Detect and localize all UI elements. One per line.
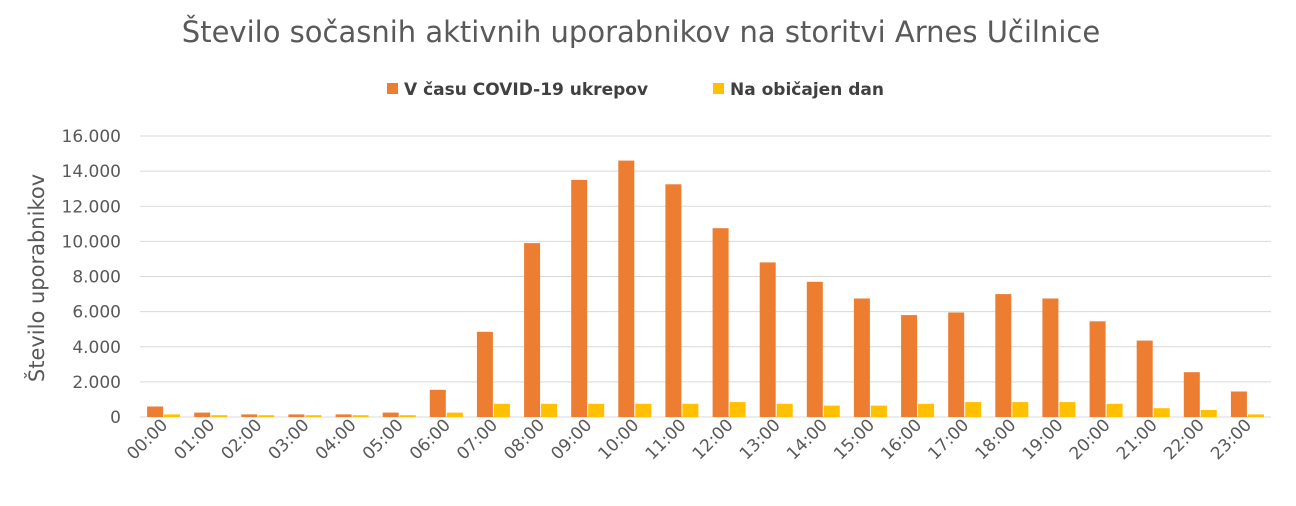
bar-normal [823, 405, 840, 417]
bar-covid [759, 262, 776, 417]
bar-normal [446, 412, 463, 417]
legend-swatch-covid [387, 83, 398, 94]
bar-covid [1042, 298, 1059, 417]
y-tick-label: 16.000 [62, 127, 121, 147]
x-tick-label: 12:00 [689, 415, 738, 464]
bar-normal [541, 403, 558, 417]
bar-covid [524, 243, 541, 417]
bar-normal [1153, 408, 1170, 417]
bar-normal [776, 403, 793, 417]
bars [147, 160, 1264, 417]
bar-covid [665, 184, 682, 417]
bar-normal [493, 403, 510, 417]
x-tick-label: 09:00 [547, 415, 596, 464]
x-tick-label: 16:00 [877, 415, 926, 464]
bar-normal [1247, 414, 1264, 417]
bar-normal [635, 403, 652, 417]
y-tick-label: 10.000 [62, 232, 121, 252]
bar-normal [682, 403, 699, 417]
y-tick-label: 2.000 [72, 373, 121, 393]
x-tick-label: 08:00 [500, 415, 549, 464]
x-tick-label: 07:00 [453, 415, 502, 464]
legend-label-covid: V času COVID-19 ukrepov [404, 80, 648, 100]
bar-normal [1012, 402, 1029, 417]
bar-normal [1106, 403, 1123, 417]
bar-covid [571, 179, 588, 417]
x-tick-label: 22:00 [1160, 415, 1209, 464]
y-tick-label: 14.000 [62, 162, 121, 182]
bar-covid [476, 331, 493, 417]
legend-label-normal: Na običajen dan [730, 80, 884, 100]
bar-covid [241, 414, 258, 417]
y-tick-label: 4.000 [72, 338, 121, 358]
bar-normal [352, 415, 369, 417]
bar-normal [399, 415, 416, 417]
x-tick-label: 05:00 [359, 415, 408, 464]
chart-title: Število sočasnih aktivnih uporabnikov na… [182, 15, 1100, 49]
x-tick-label: 14:00 [783, 415, 832, 464]
bar-covid [1136, 340, 1153, 417]
bar-normal [1200, 410, 1217, 417]
x-tick-label: 10:00 [595, 415, 644, 464]
bar-covid [853, 298, 870, 417]
bar-normal [1059, 402, 1076, 417]
y-tick-label: 0 [110, 408, 121, 428]
y-axis-label: Število uporabnikov [24, 174, 49, 382]
x-tick-label: 06:00 [406, 415, 455, 464]
x-tick-label: 01:00 [170, 415, 219, 464]
bar-covid [1089, 321, 1106, 417]
legend: V času COVID-19 ukrepov Na običajen dan [387, 80, 884, 100]
x-tick-label: 20:00 [1066, 415, 1115, 464]
bar-covid [948, 312, 965, 417]
bar-covid [335, 414, 352, 417]
bar-covid [288, 414, 305, 417]
bar-covid [618, 160, 635, 417]
legend-swatch-normal [713, 83, 724, 94]
bar-normal [918, 403, 935, 417]
bar-covid [194, 412, 211, 417]
bar-normal [164, 414, 181, 417]
y-tick-labels: 0 2.000 4.000 6.000 8.000 10.000 12.000 14.000 1… [62, 127, 121, 428]
x-tick-label: 00:00 [123, 415, 172, 464]
y-tick-label: 6.000 [72, 303, 121, 323]
x-tick-label: 18:00 [972, 415, 1021, 464]
x-tick-label: 11:00 [642, 415, 691, 464]
bar-normal [305, 415, 322, 417]
x-tick-labels: 00:0001:0002:0003:0004:0005:0006:0007:00… [123, 415, 1256, 464]
y-tick-label: 8.000 [72, 268, 121, 288]
x-tick-label: 15:00 [830, 415, 879, 464]
x-tick-label: 23:00 [1207, 415, 1256, 464]
bar-covid [712, 228, 729, 417]
bar-normal [965, 402, 982, 417]
bar-normal [588, 403, 605, 417]
x-tick-label: 13:00 [736, 415, 785, 464]
bar-normal [258, 415, 275, 417]
bar-covid [901, 315, 918, 417]
bar-covid [1230, 391, 1247, 417]
y-tick-label: 12.000 [62, 197, 121, 217]
x-tick-label: 02:00 [218, 415, 267, 464]
x-tick-label: 04:00 [312, 415, 361, 464]
gridlines [140, 135, 1271, 418]
bar-normal [211, 415, 228, 417]
bar-covid [382, 412, 399, 417]
bar-covid [995, 294, 1012, 417]
bar-covid [806, 281, 823, 417]
bar-covid [147, 406, 164, 417]
bar-covid [1183, 372, 1200, 417]
x-tick-label: 17:00 [924, 415, 973, 464]
bar-covid [429, 389, 446, 417]
bar-normal [870, 405, 887, 417]
x-tick-label: 03:00 [265, 415, 314, 464]
bar-normal [729, 402, 746, 417]
x-tick-label: 19:00 [1019, 415, 1068, 464]
x-tick-label: 21:00 [1113, 415, 1162, 464]
